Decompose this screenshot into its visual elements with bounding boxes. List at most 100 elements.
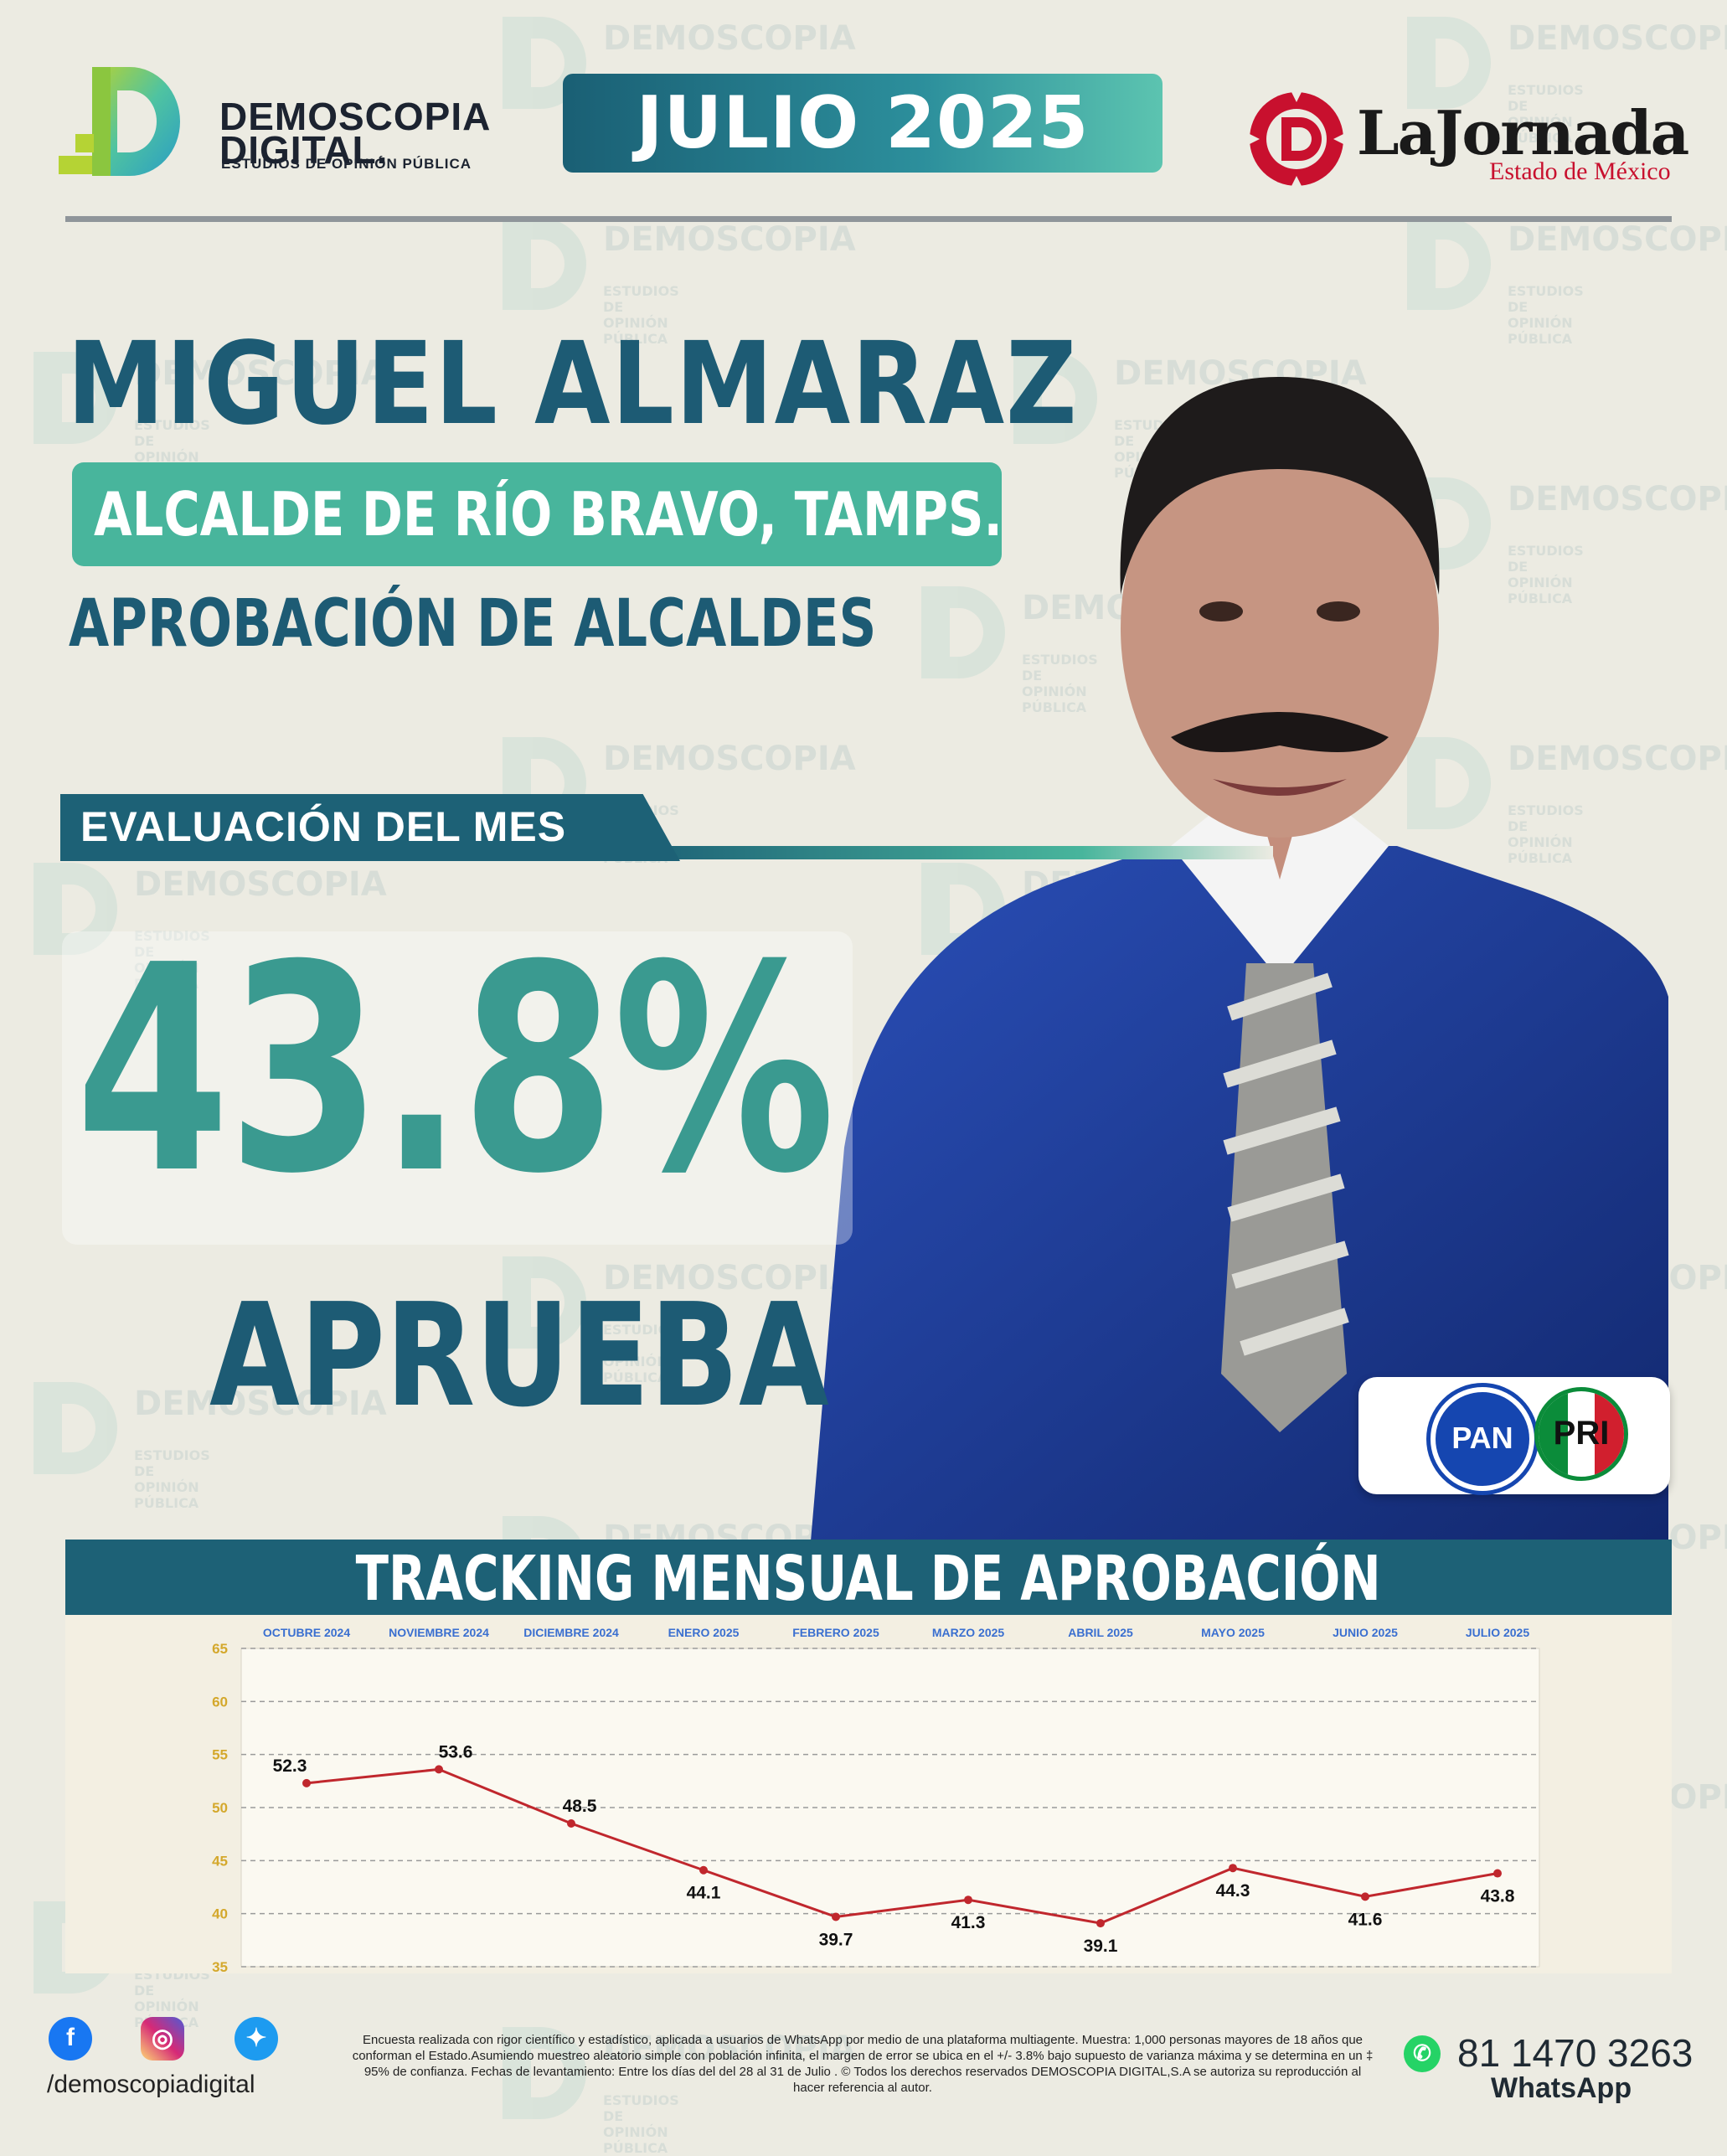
watermark-tagline: ESTUDIOS DE OPINIÓN PÚBLICA bbox=[134, 928, 210, 992]
y-tick-label: 35 bbox=[212, 1959, 228, 1973]
y-tick-label: 40 bbox=[212, 1906, 228, 1922]
month-badge: JULIO 2025 bbox=[563, 74, 1163, 173]
x-category-label: MAYO 2025 bbox=[1201, 1626, 1265, 1639]
watermark-d-icon bbox=[34, 1382, 117, 1474]
y-tick-label: 45 bbox=[212, 1853, 228, 1869]
x-category-label: JUNIO 2025 bbox=[1333, 1626, 1398, 1639]
watermark-tagline: ESTUDIOS DE OPINIÓN PÚBLICA bbox=[134, 1447, 210, 1511]
y-tick-label: 55 bbox=[212, 1747, 228, 1763]
watermark-d-icon bbox=[921, 586, 1005, 678]
data-label: 48.5 bbox=[563, 1797, 597, 1816]
data-label: 43.8 bbox=[1481, 1887, 1515, 1906]
data-point bbox=[1229, 1864, 1237, 1873]
approval-card bbox=[62, 931, 853, 1245]
data-point bbox=[832, 1912, 840, 1921]
watermark-text: DEMOSCOPIA bbox=[603, 740, 856, 778]
data-label: 41.3 bbox=[951, 1913, 986, 1932]
watermark-text: DEMOSCOPIA bbox=[1508, 480, 1727, 518]
watermark-d-icon bbox=[503, 218, 586, 310]
watermark-d-icon bbox=[34, 863, 117, 955]
data-point bbox=[964, 1896, 972, 1905]
watermark-text: DEMOSCOPIA bbox=[1508, 740, 1727, 778]
header-divider bbox=[65, 216, 1672, 222]
whatsapp-label: WhatsApp bbox=[1491, 2072, 1632, 2104]
pan-label: PAN bbox=[1451, 1421, 1513, 1455]
watermark-tagline: ESTUDIOS DE OPINIÓN PÚBLICA bbox=[1508, 283, 1584, 347]
person-role: ALCALDE DE RÍO BRAVO, TAMPS. bbox=[94, 479, 1003, 549]
tracking-line-chart: 65 60 55 50 45 40 35 OCTUBRE 2024 NOVIEMBRE 2024… bbox=[212, 1626, 1540, 1973]
watermark-d-icon bbox=[1407, 218, 1491, 310]
data-label: 52.3 bbox=[273, 1756, 307, 1776]
methodology-disclaimer: Encuesta realizada con rigor científico … bbox=[352, 2033, 1374, 2095]
twitter-icon[interactable]: ✦ bbox=[235, 2017, 278, 2061]
data-label: 44.3 bbox=[1216, 1881, 1250, 1901]
x-category-label: MARZO 2025 bbox=[932, 1626, 1005, 1639]
la-jornada-subtitle: Estado de México bbox=[1489, 157, 1671, 185]
evaluation-banner bbox=[60, 794, 680, 861]
watermark-text: DEMOSCOPIA bbox=[603, 1259, 856, 1297]
data-label: 53.6 bbox=[439, 1742, 473, 1761]
watermark-text: DEMOSCOPIA bbox=[603, 19, 856, 58]
demoscopia-logo bbox=[59, 67, 180, 176]
watermark-text: DEMOSCOPIA bbox=[603, 220, 856, 259]
watermark-text: DEMOSCOPIA bbox=[1508, 220, 1727, 259]
whatsapp-icon[interactable]: ✆ bbox=[1404, 2035, 1441, 2072]
whatsapp-number[interactable]: 81 1470 3263 bbox=[1457, 2031, 1693, 2075]
watermark-tagline: ESTUDIOS DE OPINIÓN PÚBLICA bbox=[1022, 652, 1098, 715]
instagram-icon[interactable]: ◎ bbox=[141, 2017, 184, 2061]
x-category-label: NOVIEMBRE 2024 bbox=[389, 1626, 489, 1639]
portrait-photo bbox=[811, 377, 1668, 1541]
social-handle[interactable]: /demoscopiadigital bbox=[47, 2071, 255, 2098]
watermark-tagline: ESTUDIOS DE OPINIÓN PÚBLICA bbox=[1508, 82, 1584, 146]
facebook-icon[interactable]: f bbox=[49, 2017, 92, 2061]
tracking-title-text: TRACKING MENSUAL DE APROBACIÓN bbox=[355, 1543, 1382, 1615]
la-jornada-name: LaJornada bbox=[1357, 97, 1689, 168]
watermark-tagline: ESTUDIOS DE OPINIÓN PÚBLICA bbox=[603, 283, 679, 347]
watermark-tagline: ESTUDIOS DE OPINIÓN PÚBLICA bbox=[1508, 543, 1584, 606]
data-point bbox=[1493, 1869, 1502, 1878]
x-category-label: OCTUBRE 2024 bbox=[263, 1626, 350, 1639]
data-point bbox=[1361, 1892, 1369, 1901]
pri-logo: PRI bbox=[1534, 1387, 1628, 1481]
tracking-title: TRACKING MENSUAL DE APROBACIÓN bbox=[65, 1543, 1672, 1615]
la-jornada-sun-icon bbox=[1246, 89, 1347, 189]
y-tick-label: 50 bbox=[212, 1800, 228, 1816]
watermark-text: DEMOSCOPIA bbox=[134, 1385, 387, 1423]
data-point bbox=[567, 1819, 575, 1828]
data-label: 44.1 bbox=[687, 1884, 721, 1903]
survey-subtitle: APROBACIÓN DE ALCALDES bbox=[69, 586, 877, 662]
data-point bbox=[435, 1765, 443, 1774]
x-category-label: JULIO 2025 bbox=[1466, 1626, 1529, 1639]
watermark-tagline: ESTUDIOS DE OPINIÓN PÚBLICA bbox=[1508, 802, 1584, 866]
pri-label: PRI bbox=[1553, 1415, 1610, 1452]
x-category-label: ENERO 2025 bbox=[668, 1626, 740, 1639]
role-banner bbox=[72, 462, 1002, 566]
watermark-tagline: ESTUDIOS DE OPINIÓN PÚBLICA bbox=[603, 2092, 679, 2156]
brand-name-line1: DEMOSCOPIA bbox=[219, 95, 492, 138]
approval-value: 43.8% bbox=[75, 905, 836, 1236]
data-label: 39.1 bbox=[1084, 1937, 1118, 1956]
y-tick-label: 60 bbox=[212, 1694, 228, 1710]
watermark-tagline: ESTUDIOS DE OPINIÓN PÚBLICA bbox=[603, 1322, 679, 1385]
watermark-text: DEMOSCOPIA bbox=[134, 865, 387, 904]
person-name: MIGUEL ALMARAZ bbox=[67, 318, 1079, 451]
data-point bbox=[699, 1865, 708, 1875]
brand-tagline: ESTUDIOS DE OPINIÓN PÚBLICA bbox=[221, 156, 472, 172]
evaluation-accent-line bbox=[637, 846, 1273, 859]
data-point bbox=[302, 1778, 311, 1787]
pan-logo: PAN bbox=[1431, 1387, 1534, 1491]
watermark-d-icon bbox=[1407, 17, 1491, 109]
watermark-text: DEMOSCOPIA bbox=[134, 354, 387, 393]
data-label: 41.6 bbox=[1348, 1910, 1383, 1929]
tracking-header bbox=[65, 1540, 1672, 1615]
x-category-label: DICIEMBRE 2024 bbox=[523, 1626, 619, 1639]
watermark-text: DEMOSCOPIA bbox=[1508, 19, 1727, 58]
series-line bbox=[306, 1767, 1498, 1925]
brand-name-line2: DIGITAL. bbox=[219, 128, 389, 172]
x-category-label: ABRIL 2025 bbox=[1068, 1626, 1133, 1639]
data-point bbox=[1096, 1919, 1105, 1928]
y-tick-label: 65 bbox=[212, 1641, 228, 1657]
evaluation-label: EVALUACIÓN DEL MES bbox=[80, 803, 567, 850]
data-label: 39.7 bbox=[819, 1930, 853, 1949]
approval-caption: APRUEBA bbox=[209, 1273, 829, 1439]
